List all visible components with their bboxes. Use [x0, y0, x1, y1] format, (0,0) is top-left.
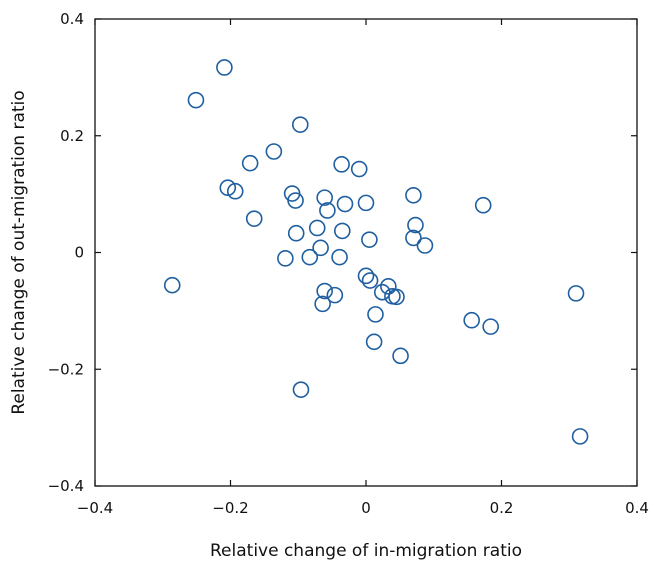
data-point-40	[367, 306, 384, 323]
data-point-11	[316, 189, 333, 206]
data-point-2	[291, 116, 309, 133]
data-point-13	[357, 194, 375, 212]
data-point-45	[292, 381, 310, 398]
plot-frame	[94, 18, 638, 487]
data-point-29	[163, 276, 181, 294]
x-tick-label: 0.4	[625, 499, 649, 517]
y-tick-label: −0.4	[48, 477, 84, 495]
data-point-35	[326, 286, 344, 304]
x-tick-label: 0.2	[490, 499, 514, 517]
data-point-42	[482, 318, 499, 335]
data-point-31	[361, 272, 379, 289]
data-points	[163, 59, 589, 445]
data-point-6	[350, 160, 368, 178]
data-point-0	[216, 59, 233, 76]
data-point-19	[308, 219, 326, 237]
data-point-7	[219, 179, 237, 197]
data-point-38	[567, 285, 585, 302]
data-point-43	[365, 333, 383, 351]
data-point-15	[474, 196, 492, 214]
data-point-33	[316, 282, 333, 300]
y-tick-label: 0	[74, 244, 84, 262]
data-point-3	[265, 143, 283, 160]
axis-ticks	[94, 18, 638, 487]
data-point-14	[336, 195, 354, 213]
data-point-41	[463, 311, 480, 329]
x-axis-label: Relative change of in-migration ratio	[210, 541, 522, 561]
data-point-23	[361, 231, 378, 248]
data-point-4	[241, 154, 259, 172]
data-point-22	[405, 229, 422, 247]
x-tick-label: 0	[361, 499, 371, 517]
data-point-37	[388, 288, 405, 306]
data-point-34	[373, 283, 391, 301]
data-point-27	[301, 248, 319, 266]
data-point-16	[319, 202, 336, 219]
y-axis-label: Relative change of out-migration ratio	[9, 90, 29, 414]
data-point-24	[416, 237, 434, 254]
data-point-17	[245, 210, 263, 227]
data-point-46	[571, 428, 589, 445]
data-point-32	[380, 278, 397, 295]
data-point-44	[392, 347, 409, 365]
x-tick-label: −0.2	[212, 499, 248, 517]
data-point-25	[312, 239, 329, 257]
data-point-10	[405, 186, 422, 204]
y-tick-label: 0.2	[60, 127, 84, 145]
data-point-39	[314, 295, 331, 313]
y-tick-label: 0.4	[60, 10, 84, 28]
x-tick-label: −0.4	[77, 499, 113, 517]
data-point-12	[287, 192, 304, 209]
data-point-20	[333, 222, 351, 240]
tick-labels: −0.4 −0.2 0 0.2 0.4 −0.4 −0.2 0 0.2 0.4	[48, 10, 649, 517]
data-point-26	[277, 250, 294, 267]
data-point-1	[187, 91, 205, 109]
data-point-18	[407, 216, 424, 234]
data-point-8	[226, 182, 244, 200]
data-point-30	[357, 267, 375, 285]
data-point-5	[333, 156, 350, 173]
data-point-21	[287, 224, 305, 242]
data-point-28	[331, 248, 348, 266]
y-tick-label: −0.2	[48, 360, 84, 378]
